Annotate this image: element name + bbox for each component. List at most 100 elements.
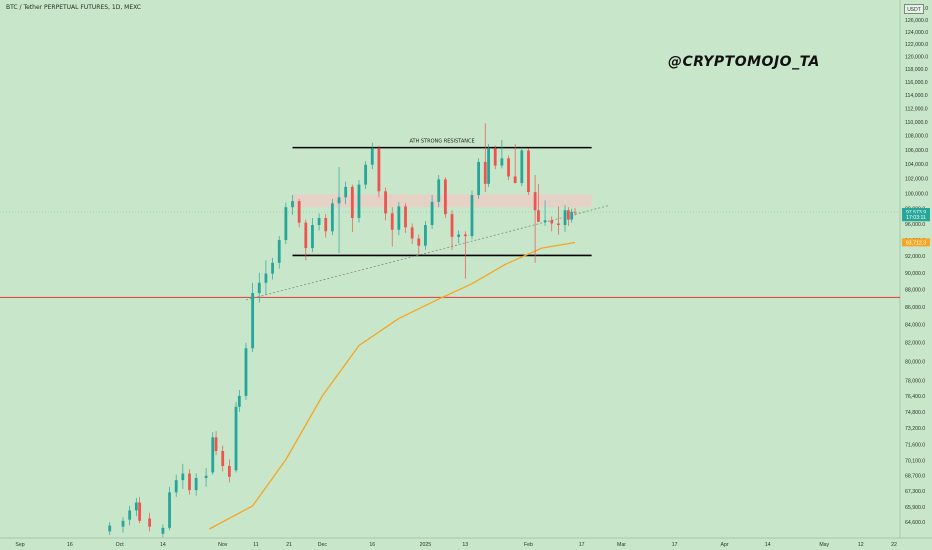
candle[interactable] [370, 142, 374, 170]
candle[interactable] [563, 204, 567, 233]
candle-body [138, 502, 142, 521]
candle[interactable] [311, 218, 314, 253]
candle-body [364, 164, 368, 185]
candle[interactable] [404, 203, 407, 233]
y-tick-label: 78,000.0 [905, 378, 925, 384]
candle-body [121, 520, 125, 527]
candle[interactable] [390, 207, 394, 247]
candle[interactable] [264, 260, 268, 295]
candle[interactable] [543, 200, 547, 226]
candle[interactable] [570, 208, 574, 223]
candle[interactable] [134, 497, 138, 517]
candle[interactable] [271, 257, 274, 280]
candle[interactable] [211, 432, 215, 475]
candle[interactable] [573, 207, 577, 216]
ema-line[interactable] [209, 241, 576, 530]
candle[interactable] [148, 512, 152, 532]
candle[interactable] [350, 184, 354, 233]
candle[interactable] [244, 342, 248, 400]
candle[interactable] [483, 123, 487, 193]
candle[interactable] [168, 486, 171, 531]
candle[interactable] [257, 272, 261, 303]
candle[interactable] [527, 148, 530, 196]
candle-body [161, 527, 165, 534]
candle-body [237, 395, 241, 407]
candle-body [570, 211, 574, 220]
candle[interactable] [297, 198, 301, 228]
y-tick-label: 100,000.0 [905, 192, 928, 198]
candle[interactable] [181, 463, 185, 489]
candle[interactable] [174, 474, 178, 497]
candle-body [550, 220, 554, 224]
candle[interactable] [128, 505, 132, 526]
price-axis-background[interactable] [900, 0, 932, 550]
candle[interactable] [424, 221, 427, 250]
candle[interactable] [251, 282, 255, 352]
candle[interactable] [550, 216, 554, 232]
candle[interactable] [234, 401, 238, 473]
candle[interactable] [221, 445, 225, 472]
candle[interactable] [533, 174, 537, 263]
currency-button[interactable]: USDT [904, 4, 924, 14]
candle[interactable] [487, 144, 490, 187]
candle[interactable] [188, 469, 191, 495]
candle[interactable] [520, 147, 524, 187]
y-tick-label: 122,000.0 [905, 42, 928, 48]
candle[interactable] [443, 177, 447, 219]
x-tick-label: 16 [67, 542, 73, 548]
candle[interactable] [500, 139, 504, 169]
y-tick-label: 71,600.0 [905, 443, 925, 449]
candle[interactable] [304, 219, 308, 261]
candle[interactable] [397, 201, 401, 236]
last_price-tag [902, 208, 930, 217]
candle[interactable] [364, 161, 368, 190]
candle-body [397, 206, 401, 230]
candle[interactable] [214, 431, 218, 456]
candle[interactable] [457, 230, 461, 244]
candle[interactable] [507, 155, 510, 181]
candle[interactable] [556, 206, 560, 235]
candle[interactable] [384, 187, 387, 221]
candle[interactable] [537, 183, 540, 222]
candle[interactable] [470, 190, 474, 240]
candle[interactable] [291, 195, 294, 215]
candle[interactable] [493, 145, 497, 170]
x-tick-label: 22 [891, 542, 897, 548]
candle-body [324, 218, 328, 232]
candle[interactable] [330, 198, 334, 236]
candle[interactable] [437, 174, 441, 208]
candle[interactable] [513, 144, 517, 184]
candle[interactable] [377, 145, 381, 198]
candle[interactable] [194, 473, 198, 496]
candle[interactable] [324, 214, 328, 238]
candle[interactable] [410, 223, 414, 245]
candle[interactable] [138, 496, 142, 524]
candle[interactable] [417, 234, 421, 254]
resistance-zone[interactable] [292, 194, 592, 208]
resistance-annotation: ATH STRONG RESISTANCE [409, 139, 474, 145]
candle[interactable] [237, 390, 241, 412]
candle[interactable] [284, 202, 288, 245]
candle-body [507, 158, 510, 177]
candle[interactable] [161, 524, 165, 538]
candle[interactable] [463, 231, 467, 279]
candle[interactable] [204, 468, 208, 487]
candle[interactable] [450, 210, 454, 250]
candle[interactable] [121, 517, 125, 533]
candle[interactable] [337, 166, 341, 253]
candle-body [357, 184, 361, 219]
candle[interactable] [566, 207, 570, 226]
candle[interactable] [357, 180, 361, 223]
candle[interactable] [277, 236, 281, 269]
candle[interactable] [108, 522, 112, 535]
x-tick-label: Apr [721, 542, 729, 548]
x-tick-label: Dec [318, 542, 328, 548]
candle[interactable] [317, 213, 321, 231]
candle[interactable] [227, 459, 231, 483]
candle-body [533, 192, 537, 211]
candle-body [174, 480, 178, 493]
candle[interactable] [477, 158, 481, 199]
candle[interactable] [344, 181, 348, 205]
